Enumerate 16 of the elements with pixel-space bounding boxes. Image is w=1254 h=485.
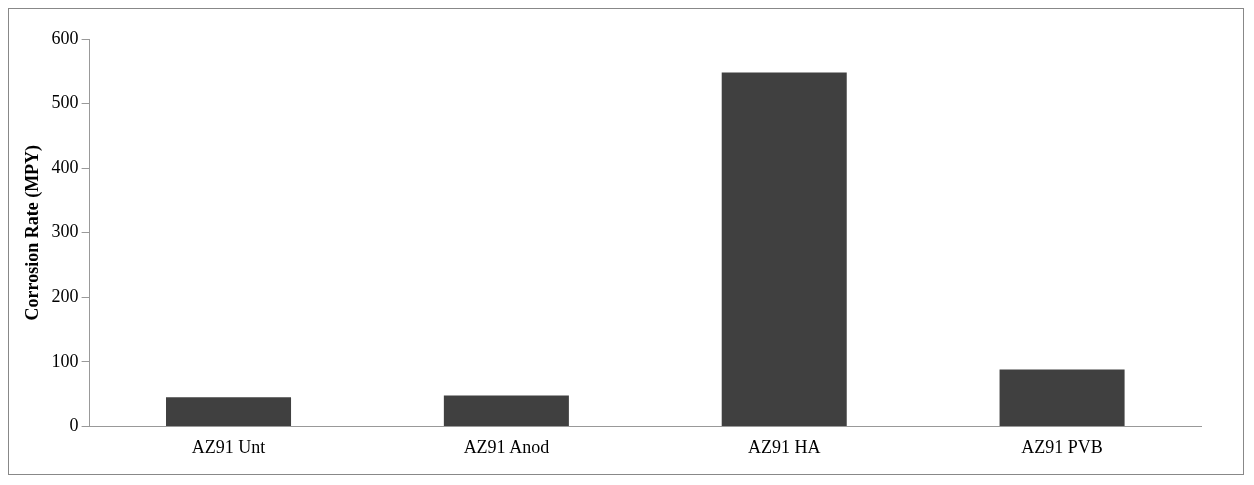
x-tick-label: AZ91 HA (747, 436, 821, 457)
bar (443, 395, 569, 426)
y-tick-label: 300 (51, 221, 79, 242)
y-axis-title: Corrosion Rate (MPY) (22, 144, 44, 321)
y-tick-label: 400 (51, 156, 79, 177)
x-tick-label: AZ91 PVB (1021, 436, 1103, 457)
x-tick-label: AZ91 Anod (463, 436, 550, 457)
bar (166, 397, 292, 426)
y-tick-label: 600 (51, 27, 79, 48)
bar (721, 72, 847, 426)
y-tick-label: 500 (51, 92, 79, 113)
x-tick-label: AZ91 Unt (191, 436, 266, 457)
bar (999, 369, 1125, 426)
y-tick-label: 0 (69, 415, 79, 436)
y-tick-label: 100 (51, 350, 79, 371)
y-tick-label: 200 (51, 286, 79, 306)
